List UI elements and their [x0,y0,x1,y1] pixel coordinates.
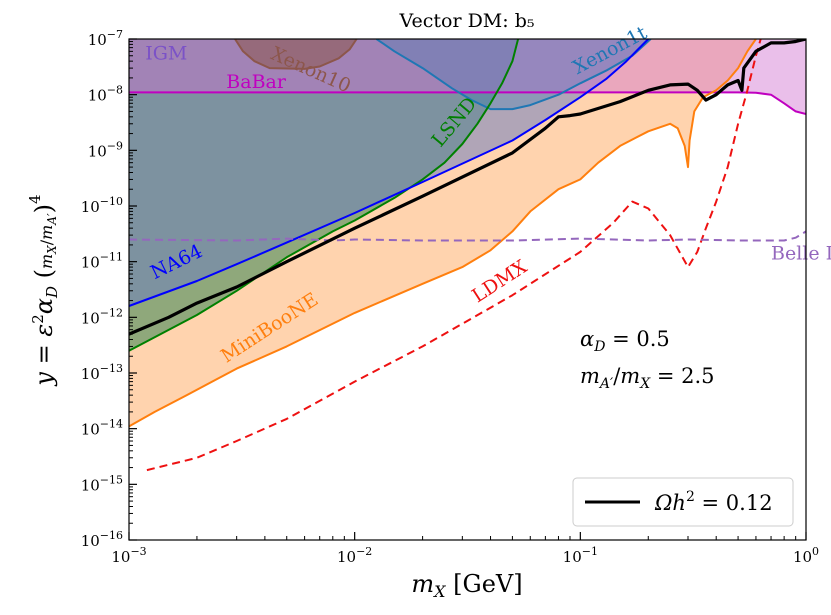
x-tick-label: 10−1 [563,545,598,566]
fill-xenon10 [235,39,357,69]
chart-title: Vector DM: b₅ [399,10,535,32]
line-belle-ii [129,230,806,242]
y-tick-label: 10−10 [81,195,123,216]
annotation-mass-ratio: mA′/mX = 2.5 [580,364,715,392]
x-axis-ticks: 10−3 10−2 10−1 100 [111,532,819,566]
line-ldmx [146,39,762,472]
y-tick-label: 10−9 [88,139,123,160]
fill-xenon1t [376,39,651,110]
y-tick-label: 10−13 [81,362,123,383]
svg-text:y = ε2αD (mX/mA′)4: y = ε2αD (mX/mA′)4 [26,194,61,386]
legend: Ωh2 = 0.12 [572,477,794,527]
y-tick-label: 10−15 [81,473,123,494]
y-tick-label: 10−7 [88,28,123,49]
y-axis-label: y = ε2αD (mX/mA′)4 [26,194,61,386]
line-babar [129,91,806,115]
curve-label-belle-ii: Belle II [771,242,831,264]
y-tick-label: 10−14 [81,418,123,439]
y-tick-label: 10−16 [81,529,123,550]
line-miniboone [129,39,757,428]
annotation-alpha-d: αD = 0.5 [580,327,670,355]
legend-label-relic: Ωh2 = 0.12 [654,489,773,515]
x-tick-label: 10−3 [111,545,146,566]
y-axis-ticks: 10−16 10−15 10−14 10−13 10−12 10−11 10−10 10−9 1… [81,28,137,550]
curve-label-igm: IGM [145,42,187,64]
line-xenon10 [234,39,358,70]
line-xenon1t [375,39,652,111]
chart-title-text: Vector DM: b₅ [399,10,535,32]
x-tick-label: 100 [793,545,819,566]
y-tick-label: 10−11 [81,251,123,272]
x-axis-label: mX [GeV] [411,570,522,601]
fill-na64 [129,39,649,306]
line-h-0-12 [129,39,806,336]
series-lines [129,39,806,472]
y-tick-label: 10−12 [81,306,123,327]
parameter-annotations: αD = 0.5 mA′/mX = 2.5 [580,327,715,392]
curve-label-babar: BaBar [226,71,287,93]
line-na64 [129,39,650,307]
curve-label-ldmx: LDMX [468,255,531,307]
x-tick-label: 10−2 [337,545,372,566]
legend-box [572,477,794,527]
excluded-regions [129,39,806,427]
plot-frame [128,38,807,541]
y-tick-label: 10−8 [88,84,123,105]
